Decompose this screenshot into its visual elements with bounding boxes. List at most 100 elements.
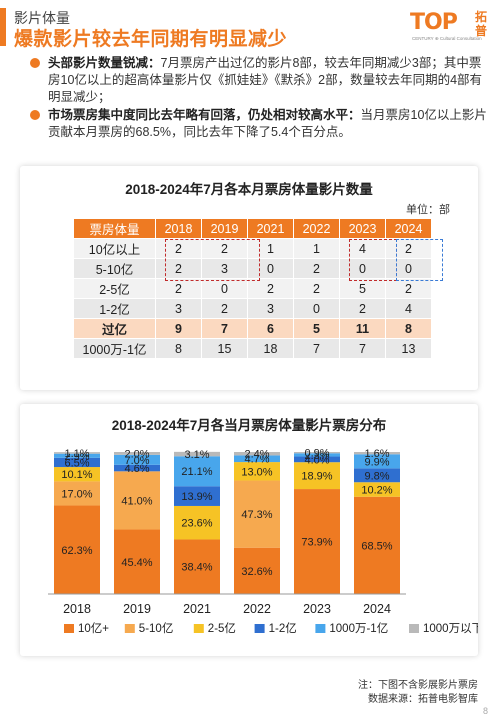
x-tick-label: 2019 [123, 602, 151, 616]
bar-segment [54, 453, 100, 458]
legend-swatch [64, 624, 74, 633]
table-cell: 8 [155, 338, 202, 359]
table-row-label: 过亿 [73, 318, 156, 339]
logo-mark: TOP [410, 10, 458, 35]
data-label: 13.0% [241, 466, 272, 478]
logo-tagline: CENTURY ⊕ Cultural Consultation [412, 36, 482, 41]
bar-segment [174, 505, 220, 540]
table-cell: 8 [385, 318, 432, 339]
table-cell: 13 [385, 338, 432, 359]
table-row-label: 2-5亿 [73, 278, 156, 299]
count-table: 票房体量 2018 2019 2021 2022 2023 2024 10亿以上 2 2 1 1 4… [73, 218, 432, 359]
table-row-label: 10亿以上 [73, 238, 156, 259]
table-cell: 1 [293, 238, 340, 259]
data-label: 9.9% [364, 456, 389, 468]
table-row: 过亿 9 7 6 5 11 8 [73, 318, 432, 339]
table-row: 5-10亿 2 3 0 2 0 0 [73, 258, 432, 279]
table-cell: 0 [293, 298, 340, 319]
legend-swatch [254, 624, 265, 633]
legend-label: 1-2亿 [269, 622, 297, 635]
table-cell: 2 [385, 278, 432, 299]
table-year-header: 2022 [293, 218, 340, 239]
legend-label: 1000万以下 [423, 622, 478, 635]
data-label: 73.9% [301, 537, 332, 549]
bar-segment [114, 454, 160, 465]
bar-segment [294, 456, 340, 463]
data-label: 13.9% [181, 491, 212, 503]
table-cell: 3 [247, 298, 294, 319]
data-label: 38.4% [181, 562, 212, 574]
bullet-dot-icon [30, 58, 40, 68]
table-cell: 3 [155, 298, 202, 319]
data-label: 4.0% [304, 454, 329, 466]
data-label: 2.9% [64, 451, 89, 463]
bar-segment [54, 457, 100, 468]
table-row-label: 1-2亿 [73, 298, 156, 319]
data-label: 18.9% [301, 471, 332, 483]
table-cell: 2 [155, 278, 202, 299]
stacked-bar-chart: 2018-2024年7月各当月票房体量影片票房分布 62.3% 17.0% 10.1… [48, 417, 478, 635]
logo-cn-bottom: 普 [474, 24, 487, 38]
x-tick-label: 2021 [183, 602, 211, 616]
top-logo: TOP CENTURY ⊕ Cultural Consultation 拓 普 [410, 10, 496, 50]
table-year-header: 2019 [201, 218, 248, 239]
x-tick-label: 2023 [303, 602, 331, 616]
table-cell: 4 [385, 298, 432, 319]
legend-swatch [193, 624, 204, 633]
table-cell: 2 [201, 298, 248, 319]
table-cell: 11 [339, 318, 386, 339]
data-label: 10.1% [61, 469, 92, 481]
bar-segment [54, 505, 100, 594]
bar-segment [234, 547, 280, 594]
x-tick-label: 2022 [243, 602, 271, 616]
page-number: 8 [482, 706, 488, 716]
bar-segment [234, 480, 280, 548]
legend-label: 5-10亿 [139, 622, 174, 635]
table-cell: 5 [293, 318, 340, 339]
footer-note: 注：下图不含影展影片票房 [358, 680, 478, 691]
bar-segment [114, 452, 160, 455]
table-title: 2018-2024年7月各本月票房体量影片数量 [125, 182, 373, 197]
data-label: 4.7% [244, 454, 269, 466]
bar-segment [54, 452, 100, 454]
bullet-dot-icon [30, 110, 40, 120]
bar-segment [294, 462, 340, 490]
table-cell: 2 [155, 258, 202, 279]
data-label: 47.3% [241, 509, 272, 521]
table-cell: 7 [201, 318, 248, 339]
bar-segment [114, 464, 160, 472]
highlight-box-2018-2019 [165, 239, 260, 281]
table-cell: 7 [293, 338, 340, 359]
bar-segment [174, 451, 220, 457]
data-label: 9.8% [364, 470, 389, 482]
bar-segment [174, 456, 220, 487]
chart-title: 2018-2024年7月各当月票房体量影片票房分布 [112, 417, 387, 433]
data-label: 1.1% [64, 448, 89, 460]
bullet-item: 市场票房集中度同比去年略有回落，仍处相对较高水平：当月票房10亿以上影片贡献本月… [30, 107, 490, 141]
data-label: 2.4% [244, 449, 269, 461]
bar-segment [354, 496, 400, 594]
data-label: 41.0% [121, 495, 152, 507]
data-label: 17.0% [61, 488, 92, 500]
table-header-row: 票房体量 2018 2019 2021 2022 2023 2024 [73, 218, 432, 239]
table-row: 1-2亿 3 2 3 0 2 4 [73, 298, 432, 319]
data-label: 6.5% [64, 457, 89, 469]
x-tick-label: 2018 [63, 602, 91, 616]
logo-chinese: 拓 普 [468, 10, 494, 38]
bullet-item: 头部影片数量锐减：7月票房产出过亿的影片8部，较去年同期减少3部；其中票房10亿… [30, 55, 490, 106]
table-unit: 单位：部 [406, 204, 450, 216]
header-accent-bar [0, 8, 6, 46]
x-tick-label: 2024 [363, 602, 391, 616]
bar-segment [354, 452, 400, 455]
table-cell: 0 [201, 278, 248, 299]
legend-label: 2-5亿 [208, 622, 236, 635]
table-year-header: 2023 [339, 218, 386, 239]
highlight-box-2023 [349, 239, 397, 281]
bar-segment [234, 452, 280, 456]
legend-swatch [409, 624, 419, 633]
table-row-label: 1000万-1亿 [73, 338, 156, 359]
footer-source: 数据来源：拓普电影智库 [368, 694, 478, 705]
data-label: 23.6% [181, 518, 212, 530]
bullet-text: 7月票房产出过亿的影片8部，较去年同期减少3部；其中票房10亿以上的超高体量影片… [48, 56, 483, 104]
bar-segment [114, 471, 160, 530]
